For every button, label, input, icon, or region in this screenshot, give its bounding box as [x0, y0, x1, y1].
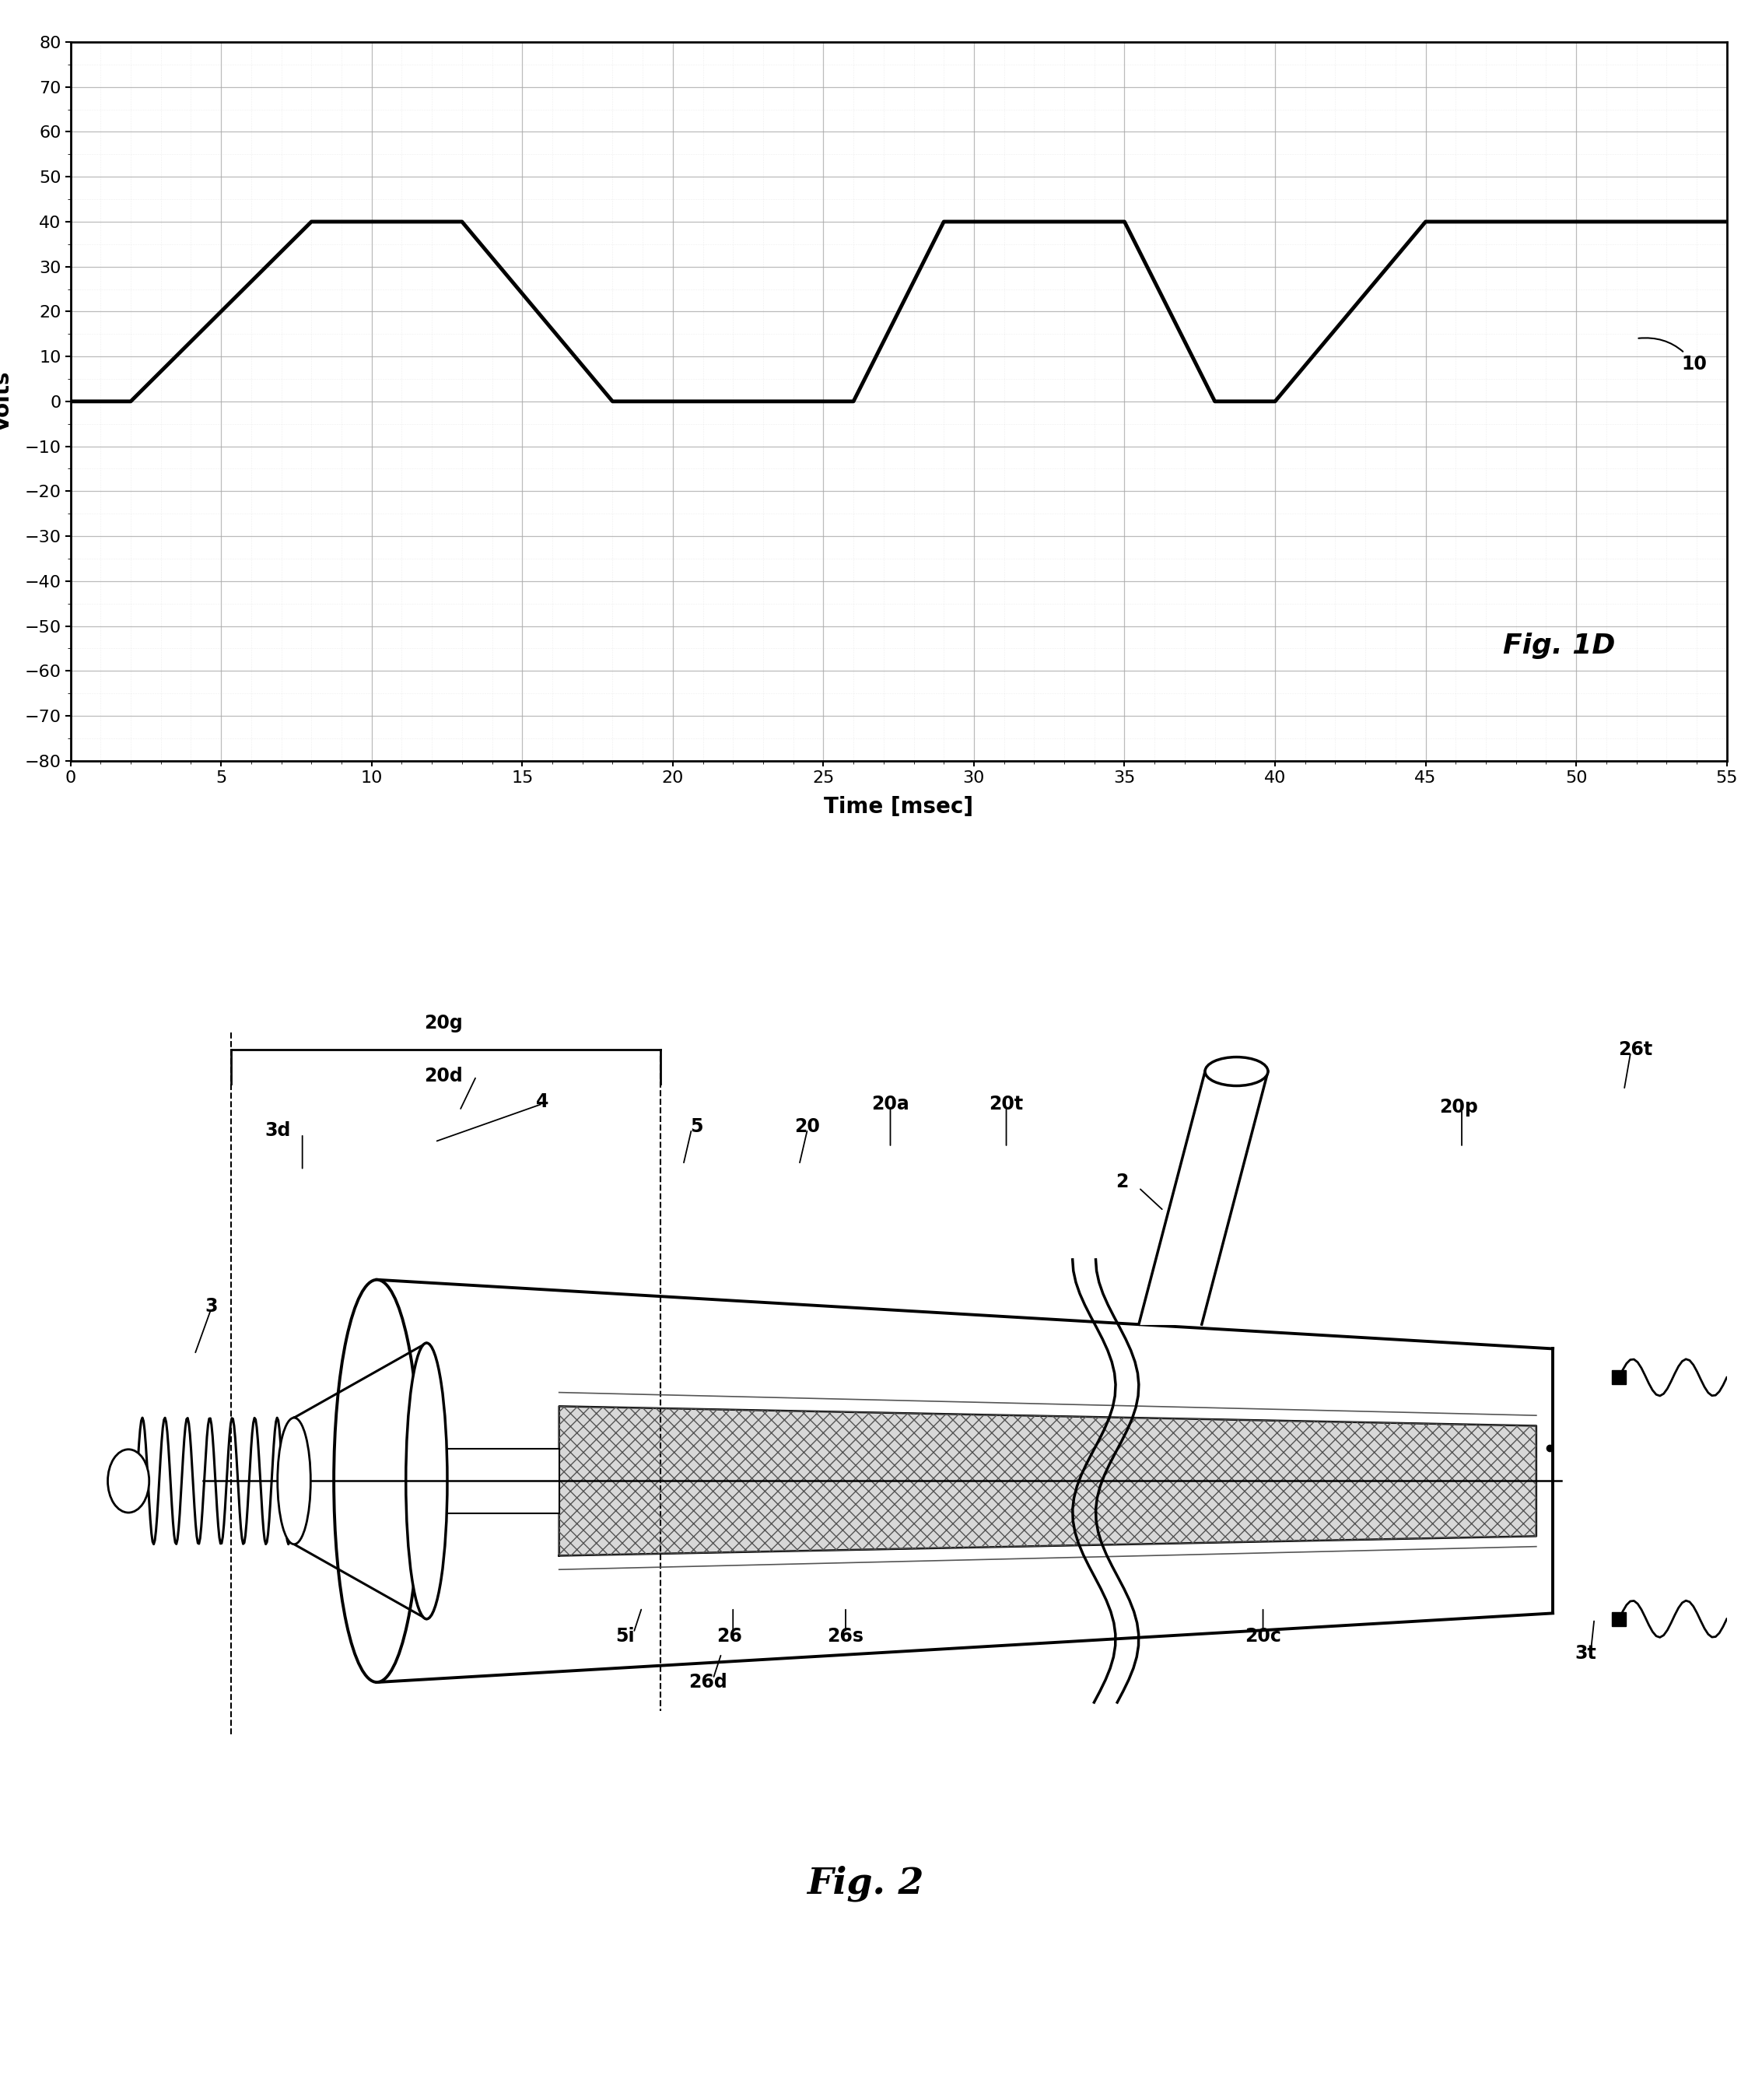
Bar — [426, 1449, 559, 1514]
Polygon shape — [294, 1344, 426, 1619]
Text: Fig. 1D: Fig. 1D — [1503, 632, 1616, 659]
Text: 3: 3 — [204, 1298, 218, 1315]
Text: 26s: 26s — [828, 1628, 863, 1646]
Text: 3t: 3t — [1575, 1644, 1596, 1663]
Text: 20t: 20t — [988, 1094, 1024, 1113]
Text: 20p: 20p — [1440, 1098, 1478, 1117]
Ellipse shape — [107, 1449, 150, 1512]
Text: 4: 4 — [536, 1092, 550, 1111]
Text: 20a: 20a — [872, 1094, 909, 1113]
Polygon shape — [559, 1407, 1536, 1556]
Text: 20c: 20c — [1244, 1628, 1281, 1646]
Ellipse shape — [405, 1344, 448, 1619]
X-axis label: Time [msec]: Time [msec] — [825, 796, 973, 819]
Text: 20g: 20g — [425, 1014, 462, 1033]
Text: 26t: 26t — [1619, 1040, 1653, 1058]
Y-axis label: Volts: Volts — [0, 372, 14, 433]
Text: Fig. 2: Fig. 2 — [807, 1865, 923, 1903]
Polygon shape — [1138, 1071, 1269, 1325]
Text: 10: 10 — [1639, 338, 1707, 374]
Ellipse shape — [333, 1279, 419, 1682]
Ellipse shape — [278, 1418, 310, 1544]
Text: 5: 5 — [691, 1117, 703, 1136]
Text: 20: 20 — [795, 1117, 821, 1136]
Ellipse shape — [1205, 1056, 1269, 1086]
Text: 2: 2 — [1115, 1172, 1129, 1191]
Text: 3d: 3d — [264, 1121, 291, 1140]
Text: 26d: 26d — [689, 1674, 728, 1693]
Text: 26: 26 — [717, 1628, 742, 1646]
Text: 5i: 5i — [615, 1628, 634, 1646]
Text: 20d: 20d — [425, 1067, 462, 1086]
